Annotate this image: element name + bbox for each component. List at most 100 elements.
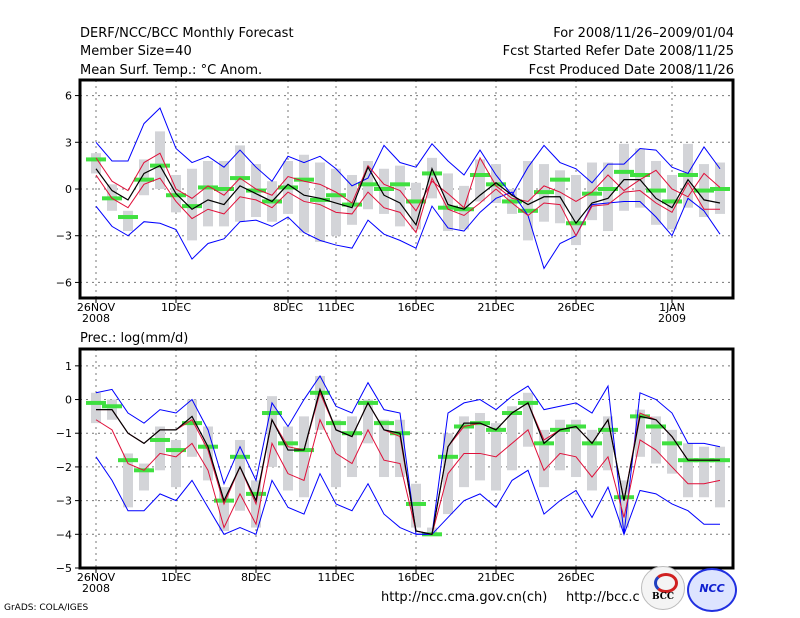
ncc-logo: NCC: [687, 568, 737, 612]
member-range-box: [139, 463, 149, 491]
member-range-box: [507, 406, 517, 471]
member-median-bar: [358, 182, 378, 187]
member-range-box: [379, 419, 389, 478]
y-tick-label: 0: [65, 183, 72, 196]
member-median-bar: [118, 458, 138, 463]
member-median-bar: [230, 454, 250, 459]
chart-title: DERF/NCC/BCC Monthly Forecast: [80, 26, 294, 41]
x-tick-label: 11DEC: [317, 571, 354, 584]
member-range-box: [571, 174, 581, 246]
min-envelope-line: [95, 456, 720, 536]
x-tick-sublabel: 2009: [658, 312, 686, 325]
y-tick-label: −3: [56, 230, 72, 243]
member-median-bar: [582, 191, 602, 196]
member-median-bar: [310, 197, 330, 202]
member-median-bar: [486, 182, 506, 187]
ncc-url[interactable]: http://ncc.cma.gov.cn(ch): [381, 590, 548, 605]
member-median-bar: [678, 172, 698, 177]
member-range-box: [123, 453, 133, 508]
member-median-bar: [374, 421, 394, 426]
member-median-bar: [326, 193, 346, 198]
member-range-box: [715, 446, 725, 508]
member-median-bar: [102, 404, 122, 409]
y-tick-label: 1: [65, 360, 72, 373]
member-median-bar: [406, 199, 426, 204]
member-range-box: [315, 375, 325, 430]
member-median-bar: [118, 215, 138, 220]
member-range-box: [347, 174, 357, 225]
y-tick-label: 6: [65, 90, 72, 103]
member-median-bar: [390, 182, 410, 187]
member-median-bar: [86, 157, 106, 162]
member-range-box: [683, 443, 693, 498]
y-tick-label: −6: [56, 276, 72, 289]
member-median-bar: [694, 188, 714, 193]
member-median-bar: [326, 421, 346, 426]
member-median-bar: [342, 431, 362, 436]
member-median-bar: [502, 199, 522, 204]
x-tick-label: 26NOV: [77, 301, 116, 314]
member-range-box: [219, 487, 229, 531]
bcc-url[interactable]: http://bcc.c: [566, 590, 640, 605]
x-tick-label: 21DEC: [477, 301, 514, 314]
forecast-started-date: Fcst Started Refer Date 2008/11/25: [502, 44, 734, 59]
member-median-bar: [278, 441, 298, 446]
member-range-box: [155, 426, 165, 471]
member-median-bar: [470, 172, 490, 177]
y-tick-label: −1: [56, 427, 72, 440]
member-range-box: [395, 419, 405, 478]
member-median-bar: [198, 185, 218, 190]
member-range-box: [283, 426, 293, 491]
x-tick-label: 1DEC: [161, 301, 191, 314]
lower-spread-line: [95, 418, 721, 535]
x-tick-sublabel: 2008: [82, 312, 110, 325]
member-range-box: [363, 399, 373, 444]
member-range-box: [187, 399, 197, 457]
member-range-box: [347, 416, 357, 478]
bottom-variable-label: Prec.: log(mm/d): [80, 331, 189, 346]
member-range-box: [523, 392, 533, 447]
max-envelope-line: [95, 107, 721, 197]
forecast-produced-date: Fcst Produced Date 2008/11/26: [528, 63, 734, 78]
x-tick-label: 8DEC: [241, 571, 271, 584]
member-median-bar: [614, 169, 634, 174]
member-range-box: [603, 416, 613, 471]
member-median-bar: [518, 208, 538, 213]
member-range-box: [619, 480, 629, 528]
member-median-bar: [182, 204, 202, 209]
x-tick-label: 26DEC: [557, 301, 594, 314]
member-median-bar: [710, 187, 730, 191]
member-range-box: [635, 409, 645, 457]
plot-frame: [78, 78, 735, 300]
member-range-box: [267, 396, 277, 467]
member-median-bar: [662, 199, 682, 204]
member-range-box: [651, 160, 661, 225]
forecast-period: For 2008/11/26–2009/01/04: [553, 26, 734, 41]
y-tick-label: 0: [65, 394, 72, 407]
x-tick-label: 1JAN: [659, 301, 685, 314]
member-range-box: [203, 426, 213, 481]
member-range-box: [539, 429, 549, 488]
member-range-box: [395, 165, 405, 227]
member-range-box: [555, 419, 565, 471]
member-range-box: [699, 446, 709, 498]
member-median-bar: [150, 437, 170, 442]
x-tick-label: 26NOV: [77, 571, 116, 584]
y-tick-label: −3: [56, 495, 72, 508]
member-median-bar: [374, 187, 394, 191]
member-median-bar: [246, 491, 266, 496]
member-median-bar: [406, 501, 426, 506]
grads-credit: GrADS: COLA/IGES: [4, 603, 89, 613]
min-envelope-line: [95, 191, 721, 270]
member-range-box: [475, 159, 485, 202]
member-median-bar: [86, 400, 106, 405]
lower-spread-line: [95, 174, 720, 237]
member-range-box: [651, 416, 661, 464]
member-range-box: [139, 159, 149, 196]
member-range-box: [315, 162, 325, 242]
member-median-bar: [134, 177, 154, 182]
x-tick-label: 11DEC: [317, 301, 354, 314]
